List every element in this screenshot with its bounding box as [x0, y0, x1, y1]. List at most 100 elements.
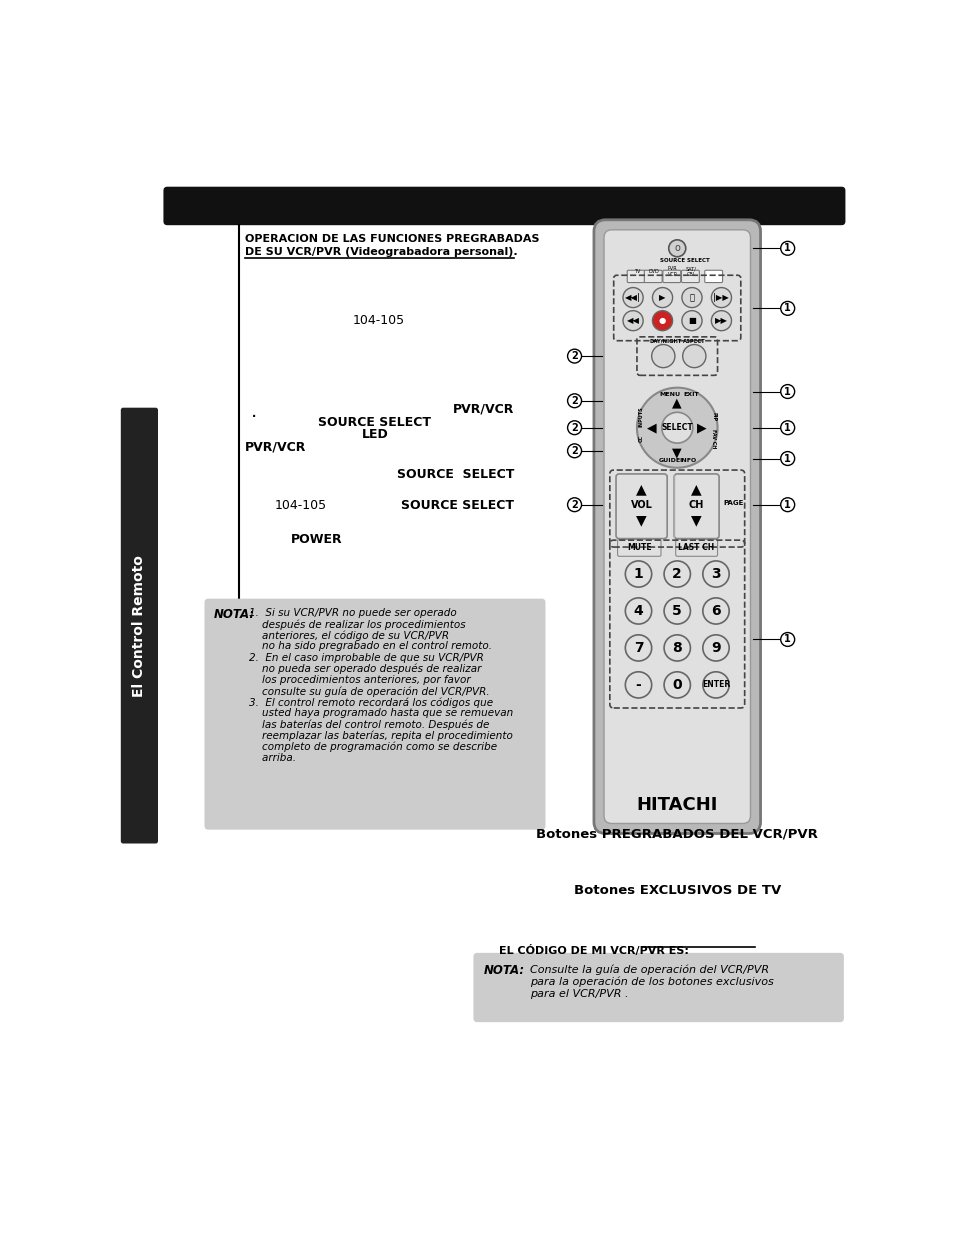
Circle shape: [780, 301, 794, 315]
Text: ▲: ▲: [672, 396, 681, 409]
FancyBboxPatch shape: [616, 474, 666, 538]
Circle shape: [780, 452, 794, 466]
Text: no pueda ser operado después de realizar: no pueda ser operado después de realizar: [249, 663, 481, 674]
Text: 2: 2: [571, 351, 578, 361]
Text: ▶: ▶: [659, 293, 665, 303]
Text: PIP: PIP: [710, 412, 716, 421]
Text: ⏸: ⏸: [689, 293, 694, 303]
Text: SOURCE SELECT: SOURCE SELECT: [401, 499, 514, 513]
Text: 1: 1: [783, 453, 790, 463]
FancyBboxPatch shape: [643, 270, 661, 283]
Text: 1.  Si su VCR/PVR no puede ser operado: 1. Si su VCR/PVR no puede ser operado: [249, 608, 456, 618]
Text: NOTA:: NOTA:: [213, 608, 254, 621]
Circle shape: [661, 412, 692, 443]
Circle shape: [668, 240, 685, 257]
Text: ▼: ▼: [691, 513, 701, 527]
Circle shape: [780, 498, 794, 511]
Text: ASPECT: ASPECT: [682, 338, 705, 345]
Text: Consulte la guía de operación del VCR/PVR: Consulte la guía de operación del VCR/PV…: [530, 965, 768, 974]
Text: ▼: ▼: [636, 513, 646, 527]
FancyBboxPatch shape: [627, 270, 644, 283]
Text: ◀◀|: ◀◀|: [624, 293, 640, 303]
Circle shape: [780, 632, 794, 646]
Text: 5: 5: [672, 604, 681, 618]
Text: El Control Remoto: El Control Remoto: [132, 555, 146, 697]
FancyBboxPatch shape: [704, 270, 721, 283]
Text: 6: 6: [710, 604, 720, 618]
Circle shape: [711, 311, 731, 331]
FancyBboxPatch shape: [594, 220, 760, 834]
Text: para la operación de los botones exclusivos: para la operación de los botones exclusi…: [530, 977, 773, 987]
Text: ◀: ◀: [647, 421, 657, 435]
Text: 1: 1: [783, 422, 790, 432]
Text: no ha sido pregrabado en el control remoto.: no ha sido pregrabado en el control remo…: [249, 641, 492, 651]
Circle shape: [567, 421, 581, 435]
Circle shape: [624, 598, 651, 624]
Circle shape: [651, 345, 674, 368]
Text: reemplazar las baterías, repita el procedimiento: reemplazar las baterías, repita el proce…: [249, 731, 513, 741]
FancyBboxPatch shape: [674, 474, 719, 538]
Circle shape: [663, 598, 690, 624]
Circle shape: [624, 672, 651, 698]
Text: DVD: DVD: [648, 269, 659, 274]
Text: ●: ●: [659, 316, 665, 325]
Circle shape: [663, 672, 690, 698]
Text: 2: 2: [571, 446, 578, 456]
Text: MUTE: MUTE: [626, 543, 651, 552]
Text: ▶▶: ▶▶: [714, 316, 727, 325]
Text: EXIT: EXIT: [682, 391, 699, 398]
Text: EL CÓDIGO DE MI VCR/PVR ES:: EL CÓDIGO DE MI VCR/PVR ES:: [498, 945, 688, 956]
Text: LAST CH: LAST CH: [678, 543, 714, 552]
Text: CC: CC: [638, 435, 642, 442]
Text: SELECT: SELECT: [660, 424, 693, 432]
Text: DE SU VCR/PVR (Videograbadora personal).: DE SU VCR/PVR (Videograbadora personal).: [245, 247, 517, 257]
FancyBboxPatch shape: [680, 270, 699, 283]
Text: ▲: ▲: [636, 483, 646, 496]
Text: 2.  En el caso improbable de que su VCR/PVR: 2. En el caso improbable de que su VCR/P…: [249, 652, 484, 662]
FancyBboxPatch shape: [603, 230, 750, 824]
Text: FAV CH: FAV CH: [710, 429, 716, 448]
Circle shape: [702, 635, 728, 661]
Text: 1: 1: [783, 304, 790, 314]
Circle shape: [622, 311, 642, 331]
Text: PAGE: PAGE: [723, 500, 743, 506]
FancyBboxPatch shape: [163, 186, 844, 225]
FancyBboxPatch shape: [675, 540, 717, 556]
Circle shape: [702, 672, 728, 698]
Text: ENTER: ENTER: [701, 680, 729, 689]
Circle shape: [624, 561, 651, 587]
FancyBboxPatch shape: [204, 599, 545, 830]
Text: PVR
VCR: PVR VCR: [667, 266, 677, 277]
Text: 1: 1: [783, 635, 790, 645]
Text: los procedimientos anteriores, por favor: los procedimientos anteriores, por favor: [249, 674, 471, 685]
Text: INPUTS: INPUTS: [638, 406, 642, 427]
Text: OPERACION DE LAS FUNCIONES PREGRABADAS: OPERACION DE LAS FUNCIONES PREGRABADAS: [245, 235, 538, 245]
FancyBboxPatch shape: [119, 148, 858, 1099]
Text: El Control Remoto para controlar una VCR/PVR: El Control Remoto para controlar una VCR…: [238, 227, 769, 246]
Text: VOL: VOL: [630, 500, 652, 510]
Circle shape: [702, 561, 728, 587]
Circle shape: [622, 288, 642, 308]
Text: 1: 1: [783, 243, 790, 253]
Text: ▲: ▲: [691, 483, 701, 496]
Text: 1: 1: [783, 387, 790, 396]
Text: 1: 1: [783, 500, 790, 510]
Text: POWER: POWER: [291, 534, 342, 546]
Text: NOTA:: NOTA:: [483, 965, 524, 977]
Circle shape: [567, 498, 581, 511]
Text: SOURCE SELECT: SOURCE SELECT: [318, 416, 431, 429]
Text: 8: 8: [672, 641, 681, 655]
Circle shape: [711, 288, 731, 308]
Text: ■: ■: [687, 316, 695, 325]
Text: las baterías del control remoto. Después de: las baterías del control remoto. Después…: [249, 720, 489, 730]
Text: 2: 2: [571, 395, 578, 406]
Circle shape: [681, 311, 701, 331]
Circle shape: [663, 561, 690, 587]
Text: 104-105: 104-105: [353, 314, 404, 327]
Text: HITACHI: HITACHI: [636, 797, 718, 814]
Circle shape: [780, 421, 794, 435]
Circle shape: [567, 443, 581, 458]
Text: SOURCE  SELECT: SOURCE SELECT: [396, 468, 514, 480]
FancyBboxPatch shape: [662, 270, 680, 283]
Text: después de realizar los procedimientos: después de realizar los procedimientos: [249, 619, 466, 630]
